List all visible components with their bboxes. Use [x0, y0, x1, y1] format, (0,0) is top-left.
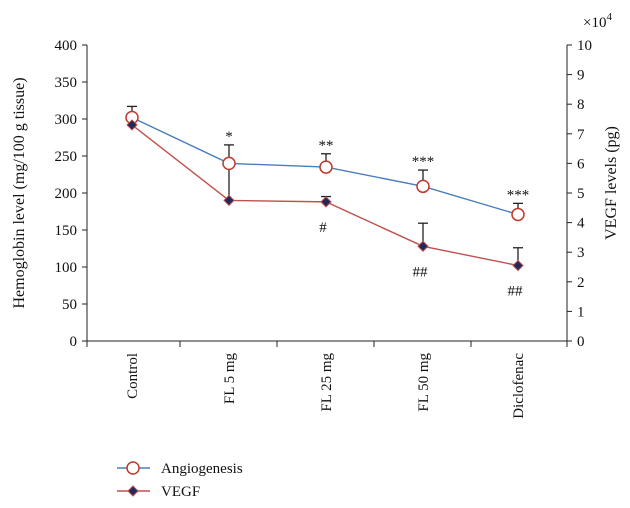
- left-tick-label: 50: [62, 297, 77, 313]
- legend-label: Angiogenesis: [161, 461, 243, 477]
- left-tick-label: 100: [55, 260, 78, 276]
- significance-mark: ***: [507, 187, 530, 203]
- right-tick-label: 9: [577, 68, 585, 84]
- legend: Angiogenesis VEGF: [117, 461, 243, 500]
- right-axis-multiplier: ×104: [583, 11, 612, 31]
- data-point-angiogenesis: [416, 179, 430, 194]
- right-tick-label: 10: [577, 38, 592, 54]
- x-tick-label: FL 5 mg: [222, 353, 238, 405]
- data-point-angiogenesis: [511, 207, 525, 222]
- right-tick-label: 3: [577, 245, 585, 261]
- significance-mark: ##: [413, 264, 429, 280]
- x-tick-label: FL 25 mg: [319, 353, 335, 412]
- data-point-angiogenesis: [222, 156, 236, 171]
- data-point-angiogenesis: [319, 160, 333, 174]
- x-tick-label: Control: [125, 353, 141, 399]
- left-tick-label: 400: [55, 38, 78, 54]
- error-bars: [127, 105, 523, 266]
- axes: 0 50 100 150 200 250 300 350 400 0 1 2 3 4 5 6 7 8 9 10 ×104…: [55, 11, 613, 419]
- data-point-vegf: [512, 259, 524, 272]
- axis-titles: Hemoglobin level (mg/100 g tissue) VEGF l…: [11, 77, 620, 308]
- significance-annotations: *********#####: [225, 129, 529, 300]
- significance-mark: ##: [508, 284, 524, 300]
- right-tick-label: 4: [577, 216, 585, 232]
- left-tick-label: 250: [55, 149, 78, 165]
- right-tick-label: 8: [577, 97, 585, 113]
- significance-mark: ***: [412, 154, 435, 170]
- x-tick-label: FL 50 mg: [416, 353, 432, 412]
- right-tick-label: 5: [577, 186, 585, 202]
- left-tick-label: 0: [70, 334, 78, 350]
- right-tick-label: 0: [577, 334, 585, 350]
- significance-mark: #: [319, 220, 327, 236]
- significance-mark: **: [319, 138, 334, 154]
- data-markers: [125, 110, 525, 272]
- x-tick-label: Diclofenac: [511, 353, 527, 419]
- data-point-vegf: [417, 240, 429, 252]
- right-tick-label: 6: [577, 156, 585, 172]
- left-tick-label: 150: [55, 223, 78, 239]
- left-tick-label: 350: [55, 75, 78, 91]
- significance-mark: *: [225, 129, 233, 145]
- legend-marker: [127, 485, 139, 497]
- data-point-vegf: [223, 194, 235, 207]
- legend-marker: [126, 461, 140, 475]
- left-tick-label: 200: [55, 186, 78, 202]
- y2-axis-title: VEGF levels (pg): [603, 126, 620, 240]
- legend-label: VEGF: [161, 484, 200, 500]
- data-point-vegf: [126, 119, 138, 131]
- left-tick-label: 300: [55, 112, 78, 128]
- data-point-vegf: [320, 196, 332, 208]
- y-axis-title: Hemoglobin level (mg/100 g tissue): [11, 77, 28, 308]
- right-tick-label: 7: [577, 127, 585, 143]
- right-tick-label: 1: [577, 304, 585, 320]
- right-tick-label: 2: [577, 275, 585, 291]
